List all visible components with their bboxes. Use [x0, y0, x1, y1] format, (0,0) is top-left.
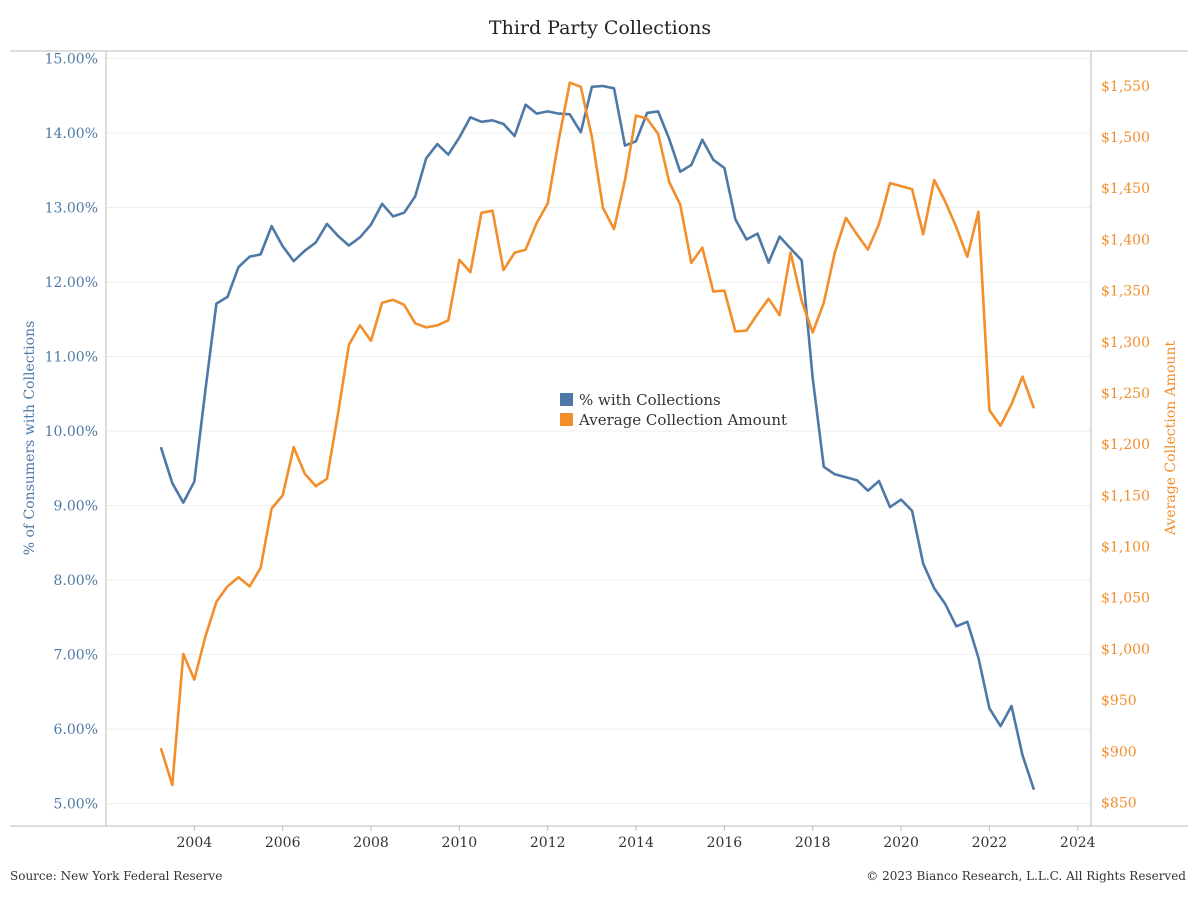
y-tick-label-right: $1,000 — [1101, 642, 1150, 658]
legend-swatch-avg-amount — [560, 413, 573, 426]
y-tick-label-right: $900 — [1101, 744, 1137, 760]
left-axis-title: % of Consumers with Collections — [22, 321, 38, 556]
y-tick-label-right: $1,250 — [1101, 386, 1150, 402]
x-tick-label: 2010 — [442, 835, 478, 851]
y-tick-label-right: $1,550 — [1101, 79, 1150, 95]
copyright-note: © 2023 Bianco Research, L.L.C. All Right… — [866, 869, 1186, 883]
y-tick-label-left: 10.00% — [45, 424, 98, 440]
x-tick-label: 2006 — [265, 835, 301, 851]
x-tick-label: 2008 — [353, 835, 389, 851]
y-tick-label-left: 15.00% — [45, 51, 98, 67]
x-tick-label: 2024 — [1060, 835, 1096, 851]
legend-label-collections-pct: % with Collections — [579, 391, 721, 409]
series-line-avg-amount — [159, 81, 1035, 787]
y-tick-label-left: 6.00% — [54, 722, 98, 738]
x-tick-label: 2004 — [177, 835, 213, 851]
x-tick-label: 2020 — [883, 835, 919, 851]
gridlines — [106, 57, 1091, 805]
y-tick-label-right: $1,150 — [1101, 488, 1150, 504]
y-tick-label-right: $1,350 — [1101, 284, 1150, 300]
y-tick-label-left: 13.00% — [45, 200, 98, 216]
right-axis-title: Average Collection Amount — [1163, 341, 1179, 537]
chart-title: Third Party Collections — [488, 17, 712, 39]
legend-swatch-collections-pct — [560, 393, 573, 406]
plot-frame — [10, 50, 1188, 827]
x-tick-label: 2014 — [618, 835, 654, 851]
series-lines — [159, 81, 1035, 791]
y-tick-label-left: 5.00% — [54, 797, 98, 813]
x-tick-label: 2016 — [707, 835, 743, 851]
source-note: Source: New York Federal Reserve — [10, 869, 223, 883]
y-tick-label-right: $1,450 — [1101, 181, 1150, 197]
x-tick-label: 2012 — [530, 835, 566, 851]
y-tick-label-right: $1,050 — [1101, 591, 1150, 607]
y-tick-label-left: 7.00% — [54, 648, 98, 664]
y-tick-label-left: 12.00% — [45, 275, 98, 291]
y-tick-label-right: $1,500 — [1101, 130, 1150, 146]
x-tick-label: 2018 — [795, 835, 831, 851]
y-tick-label-left: 11.00% — [45, 350, 98, 366]
legend-label-avg-amount: Average Collection Amount — [578, 411, 787, 429]
y-tick-label-right: $1,200 — [1101, 437, 1150, 453]
x-tick-label: 2022 — [972, 835, 1008, 851]
legend: % with Collections Average Collection Am… — [560, 391, 787, 429]
y-tick-label-right: $950 — [1101, 693, 1137, 709]
y-tick-label-right: $1,400 — [1101, 232, 1150, 248]
y-tick-label-right: $1,100 — [1101, 540, 1150, 556]
y-tick-label-left: 9.00% — [54, 499, 98, 515]
series-line-collections-pct — [159, 84, 1035, 791]
y-tick-label-left: 14.00% — [45, 126, 98, 142]
y-tick-label-right: $1,300 — [1101, 335, 1150, 351]
y-tick-label-right: $850 — [1101, 795, 1137, 811]
y-tick-label-left: 8.00% — [54, 573, 98, 589]
axis-ticks: 5.00% 6.00% 7.00% 8.00% 9.00% 10.00% 11.00% 12.… — [45, 51, 1150, 851]
